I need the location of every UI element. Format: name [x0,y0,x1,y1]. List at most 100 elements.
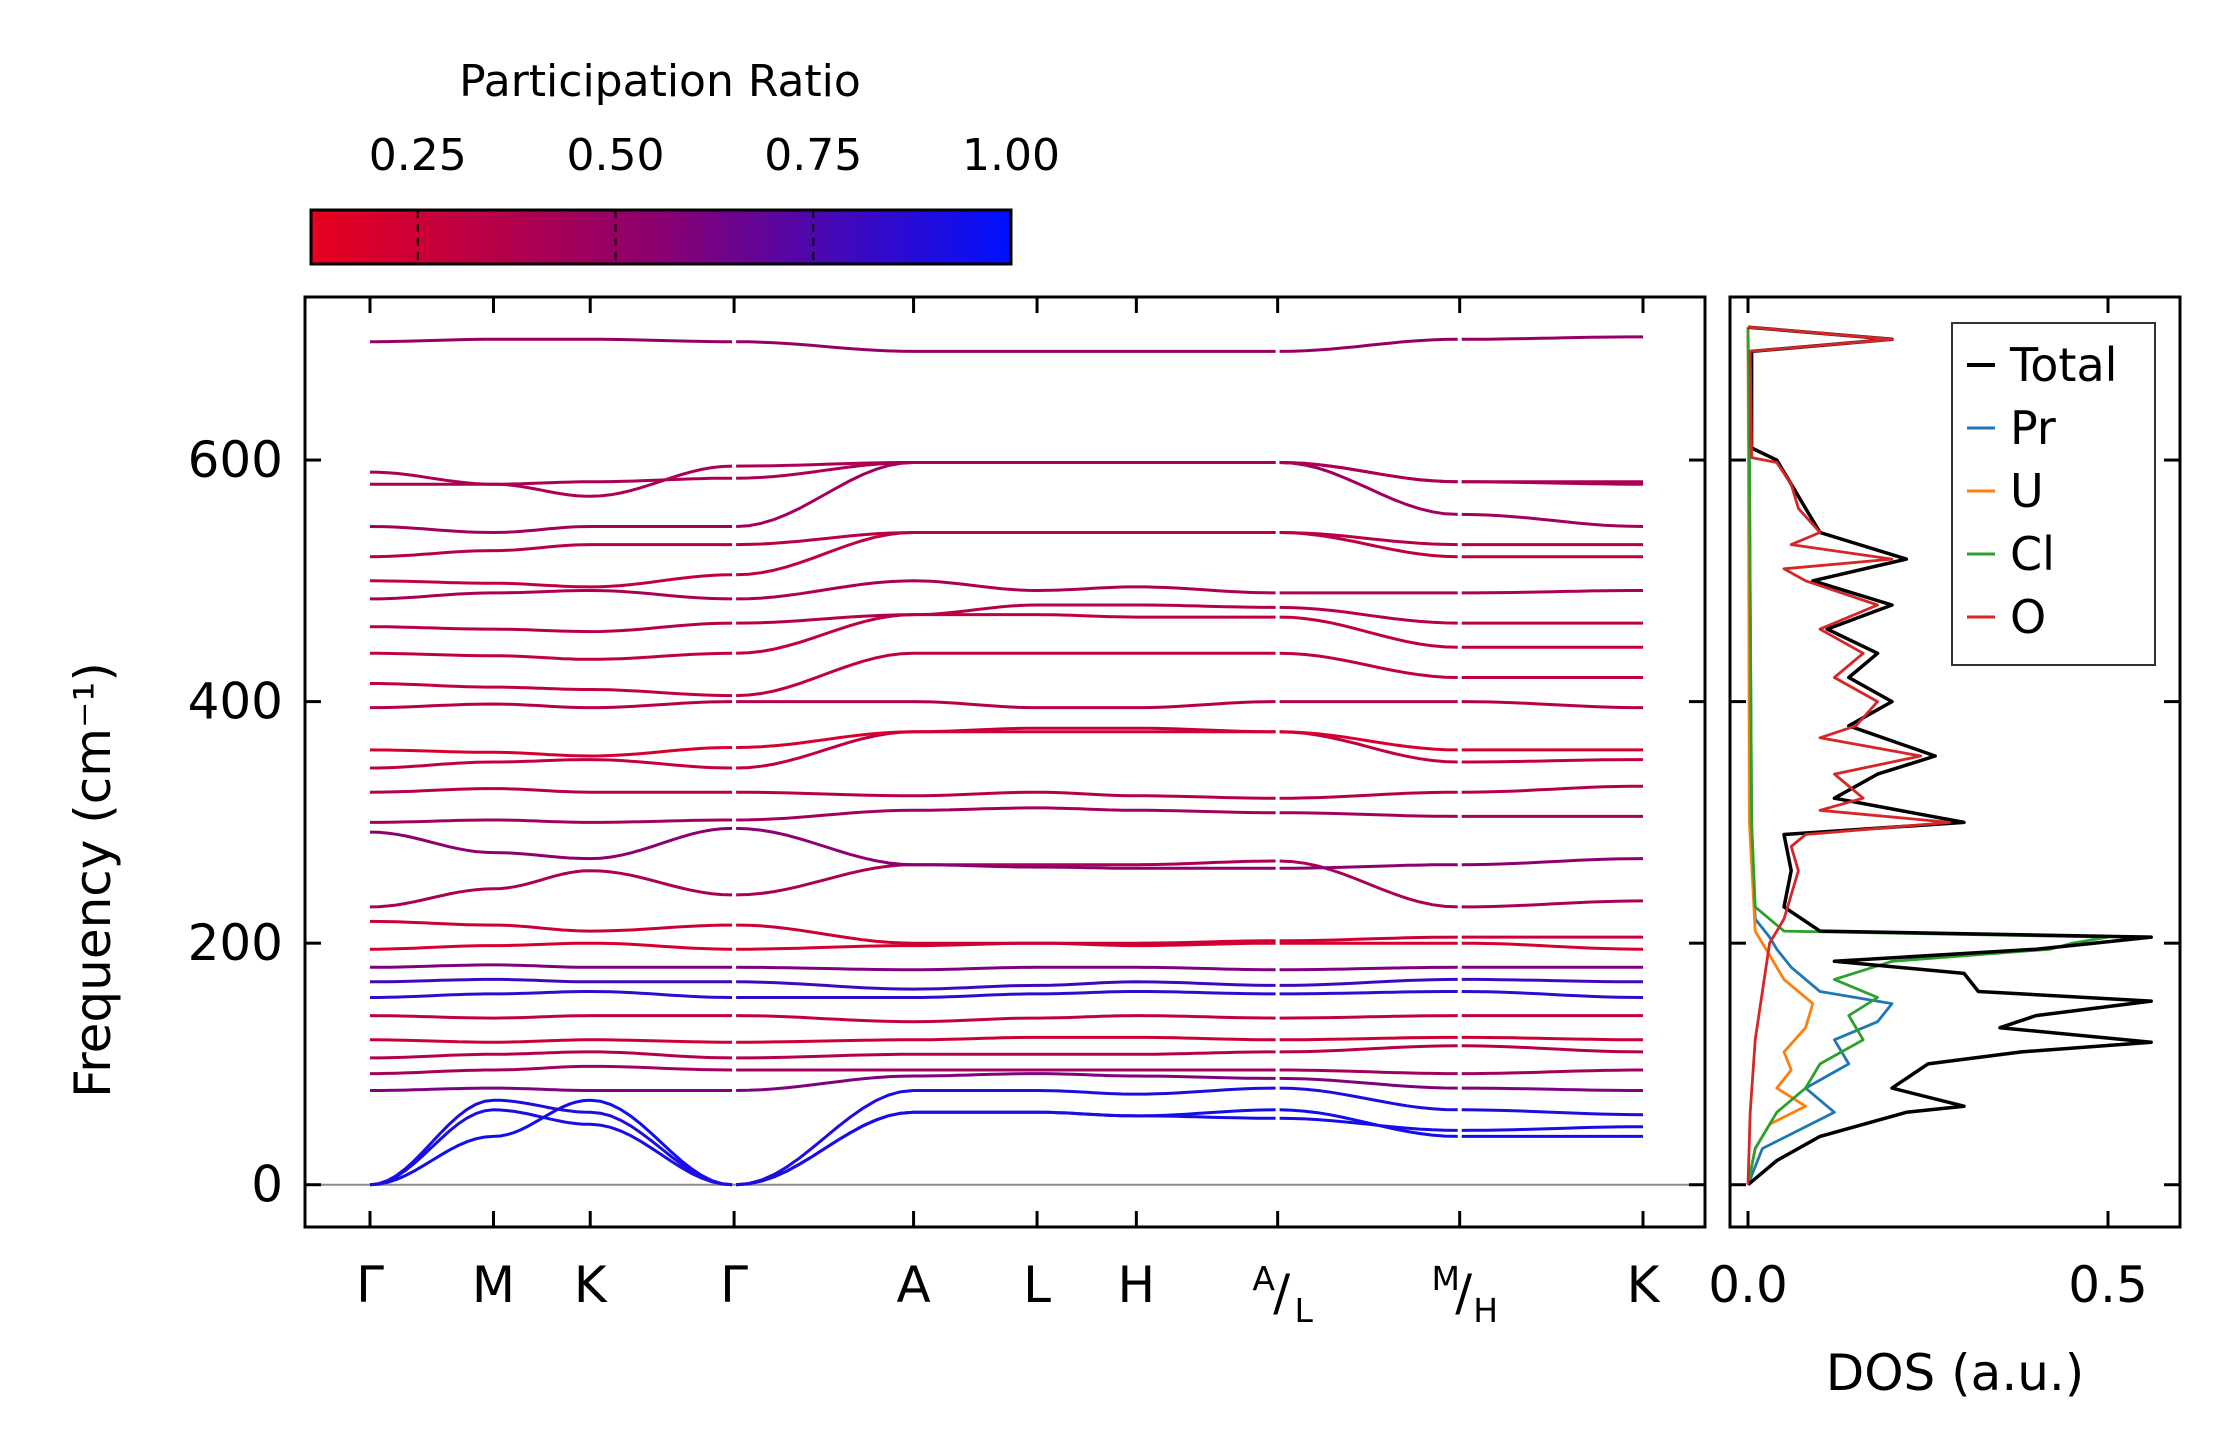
band-line [1461,1068,1643,1076]
band-line [1279,790,1458,800]
band-line [1279,1116,1458,1132]
band-line [1279,1014,1458,1020]
kpoint-label-slash: / [1455,1264,1472,1322]
band-line [370,589,733,601]
band-line [369,543,733,559]
legend-label: Cl [2010,527,2055,581]
legend-box [1951,322,2156,666]
kpoint-label: M [472,1256,515,1314]
kpoint-label-sub: L [1294,1291,1313,1330]
band-line [736,859,1276,897]
band-line [1279,863,1458,870]
band-line [736,980,1276,991]
band-line [369,1098,733,1187]
dos-frame [1728,295,2182,1229]
band-ytick-label: 200 [188,914,283,972]
band-line [736,965,1276,972]
legend: Total Pr U Cl O [1951,322,2156,666]
band-line [1279,977,1458,987]
band-line [1461,335,1643,341]
colorbar: Participation Ratio 0.25 0.50 0.75 1.00 [309,56,1060,266]
band-line [735,1108,1276,1187]
band-line [736,531,1276,547]
kpoint-label: Γ [356,1256,384,1314]
dos-line-cl [1746,327,2110,1185]
band-line [1461,977,1643,984]
legend-label: Pr [2010,401,2056,455]
band-line [1279,605,1458,625]
band-line [736,1014,1276,1024]
band-line [1461,784,1643,794]
colorbar-ticks: 0.25 0.50 0.75 1.00 [369,130,1060,264]
kpoint-label-sup: A [1252,1259,1275,1298]
band-lines [369,335,1644,1187]
band-line [1461,1086,1643,1092]
dos-line-o [1746,325,1951,1185]
colorbar-tick-label: 1.00 [962,130,1060,181]
band-line [369,1098,733,1187]
band-line [1279,990,1458,996]
band-line [1279,1035,1458,1042]
band-line [370,1064,733,1076]
band-line [1279,337,1458,353]
colorbar-tick-label: 0.50 [567,130,665,181]
band-line [736,730,1276,749]
band-line [369,787,733,794]
band-line [1279,730,1458,752]
colorbar-tick-label: 0.25 [369,130,467,181]
band-line [1279,461,1458,516]
dos-panel: 0.0 0.5 DOS (a.u.) Total Pr U Cl O [1708,295,2182,1402]
kpoint-label-sub: H [1473,1291,1498,1330]
band-line [370,651,733,661]
band-line [736,603,1276,625]
band-line [1279,1044,1458,1054]
band-kpoint-ticks: Γ M K Γ A L H A/LM/H K [356,297,1661,1330]
band-line [1279,615,1458,649]
kpoint-label-sup: M [1431,1259,1459,1298]
band-line [736,1072,1276,1092]
band-line [370,941,733,951]
legend-label: Total [2009,338,2117,392]
band-line [1279,935,1458,943]
band-line [370,1050,733,1060]
band-line [1461,990,1644,999]
band-line [736,700,1276,710]
band-ytick-label: 400 [188,673,283,731]
band-line [370,963,733,969]
band-line [736,790,1276,800]
band-line [1461,480,1643,486]
band-line [1461,700,1643,710]
band-ylabel: Frequency (cm⁻¹) [64,662,122,1098]
dos-line-total [1746,325,2153,1187]
band-line [736,990,1276,999]
band-line [370,818,733,824]
dos-xtick-label: 0.5 [2068,1256,2148,1314]
band-line [370,1038,733,1044]
band-line [735,1086,1276,1187]
band-line [1279,811,1458,818]
kpoint-label-slash: / [1273,1264,1290,1322]
band-line [1279,859,1458,909]
band-line [369,746,733,758]
band-line [736,1050,1276,1060]
band-line [736,923,1276,945]
band-line [736,461,1276,468]
band-line [1279,965,1458,972]
kpoint-label: H [1118,1256,1156,1314]
band-yticks: 0 200 400 600 [188,431,1705,1214]
band-line [369,621,733,634]
band-line [370,977,733,984]
band-line [1279,1086,1458,1112]
band-line [1461,1035,1643,1042]
colorbar-tick-label: 0.75 [764,130,862,181]
band-line [1279,1068,1458,1076]
band-line [1279,1076,1458,1090]
band-line [370,337,733,344]
band-line [1279,531,1458,547]
kpoint-label: A [896,1256,930,1314]
band-line [1461,899,1644,909]
band-line [370,1086,733,1092]
band-line [736,1035,1276,1044]
